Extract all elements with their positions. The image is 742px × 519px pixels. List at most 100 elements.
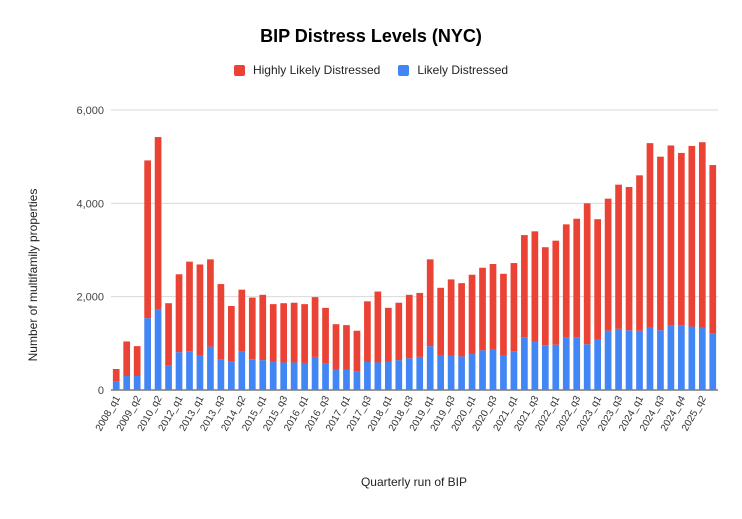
bar-likely-distressed xyxy=(364,362,371,390)
bar-likely-distressed xyxy=(479,350,486,390)
bar-highly-likely-distressed xyxy=(531,231,539,341)
bar-likely-distressed xyxy=(133,376,141,390)
bar-highly-likely-distressed xyxy=(698,142,706,328)
bar-highly-likely-distressed xyxy=(290,302,298,363)
bar-highly-likely-distressed xyxy=(165,303,172,366)
bar-likely-distressed xyxy=(311,356,319,390)
bar-highly-likely-distressed xyxy=(500,273,507,356)
bar-highly-likely-distressed xyxy=(468,274,476,355)
bar-highly-likely-distressed xyxy=(301,304,308,363)
bar-likely-distressed xyxy=(290,362,298,390)
bar-highly-likely-distressed xyxy=(248,297,256,360)
bar-likely-distressed xyxy=(269,361,277,390)
bar-likely-distressed xyxy=(322,363,329,390)
bar-likely-distressed xyxy=(186,351,193,390)
bar-highly-likely-distressed xyxy=(186,261,193,352)
bar-highly-likely-distressed xyxy=(437,287,445,355)
bar-highly-likely-distressed xyxy=(657,156,664,331)
bar-highly-likely-distressed xyxy=(280,303,288,363)
bar-highly-likely-distressed xyxy=(416,292,424,357)
bar-highly-likely-distressed xyxy=(133,346,141,376)
bar-likely-distressed xyxy=(353,371,361,390)
bar-likely-distressed xyxy=(228,361,235,390)
bar-likely-distressed xyxy=(500,355,507,390)
bar-highly-likely-distressed xyxy=(196,264,204,355)
bar-likely-distressed xyxy=(583,344,591,390)
bar-likely-distressed xyxy=(259,360,267,390)
bar-highly-likely-distressed xyxy=(678,152,685,326)
bar-likely-distressed xyxy=(657,330,664,390)
bar-likely-distressed xyxy=(510,351,518,390)
bar-highly-likely-distressed xyxy=(228,306,235,362)
bar-highly-likely-distressed xyxy=(217,284,225,360)
bar-highly-likely-distressed xyxy=(458,283,465,357)
y-tick-label: 2,000 xyxy=(76,292,104,304)
bar-highly-likely-distressed xyxy=(573,218,581,338)
bar-highly-likely-distressed xyxy=(594,219,601,340)
chart-title: BIP Distress Levels (NYC) xyxy=(260,26,482,46)
legend-item-likely[interactable]: Likely Distressed xyxy=(398,63,508,77)
bar-highly-likely-distressed xyxy=(384,307,392,362)
bar-highly-likely-distressed xyxy=(636,175,643,331)
bar-highly-likely-distressed xyxy=(552,240,560,345)
bar-highly-likely-distressed xyxy=(175,274,183,353)
bar-likely-distressed xyxy=(301,362,308,390)
bar-highly-likely-distressed xyxy=(238,289,246,352)
bar-highly-likely-distressed xyxy=(479,267,486,351)
bar-highly-likely-distressed xyxy=(510,263,518,352)
legend-swatch-highly-likely xyxy=(233,64,245,76)
bar-likely-distressed xyxy=(426,346,434,390)
bar-highly-likely-distressed xyxy=(144,160,151,319)
bar-likely-distressed xyxy=(332,369,340,390)
bar-likely-distressed xyxy=(678,325,685,390)
bar-highly-likely-distressed xyxy=(583,203,591,345)
bar-highly-likely-distressed xyxy=(615,184,622,329)
bar-likely-distressed xyxy=(615,328,622,390)
bar-likely-distressed xyxy=(688,326,696,390)
bar-likely-distressed xyxy=(468,354,476,390)
bar-likely-distressed xyxy=(374,362,382,390)
bar-likely-distressed xyxy=(112,381,120,390)
bar-likely-distressed xyxy=(405,358,413,390)
bar-highly-likely-distressed xyxy=(405,294,413,359)
bar-highly-likely-distressed xyxy=(541,247,549,346)
bar-highly-likely-distressed xyxy=(374,291,382,363)
bar-highly-likely-distressed xyxy=(269,304,277,362)
bar-likely-distressed xyxy=(625,330,633,390)
legend-item-highly-likely[interactable]: Highly Likely Distressed xyxy=(233,63,381,77)
bar-highly-likely-distressed xyxy=(112,369,120,382)
bar-likely-distressed xyxy=(207,346,214,390)
bar-highly-likely-distressed xyxy=(489,264,497,350)
bar-likely-distressed xyxy=(698,327,706,390)
bar-likely-distressed xyxy=(217,359,225,390)
bar-likely-distressed xyxy=(447,355,455,390)
y-tick-label: 4,000 xyxy=(76,198,104,210)
bar-likely-distressed xyxy=(238,351,246,390)
bar-highly-likely-distressed xyxy=(426,259,434,347)
bar-highly-likely-distressed xyxy=(343,325,350,370)
bar-highly-likely-distressed xyxy=(604,198,612,331)
bar-likely-distressed xyxy=(395,360,403,390)
bar-likely-distressed xyxy=(562,337,570,390)
bar-likely-distressed xyxy=(667,325,675,390)
bar-likely-distressed xyxy=(646,327,654,390)
bar-likely-distressed xyxy=(552,344,560,390)
bar-likely-distressed xyxy=(165,365,172,390)
bar-likely-distressed xyxy=(521,337,528,390)
legend: Highly Likely Distressed Likely Distress… xyxy=(0,63,742,77)
bar-highly-likely-distressed xyxy=(353,330,361,372)
bar-highly-likely-distressed xyxy=(447,279,455,356)
bar-likely-distressed xyxy=(594,339,601,390)
legend-swatch-likely xyxy=(398,64,410,76)
bar-likely-distressed xyxy=(280,362,288,390)
bar-likely-distressed xyxy=(573,337,581,390)
bar-highly-likely-distressed xyxy=(364,301,371,362)
bar-likely-distressed xyxy=(196,355,204,390)
legend-label-highly-likely: Highly Likely Distressed xyxy=(252,63,381,77)
bar-likely-distressed xyxy=(248,359,256,390)
bar-highly-likely-distressed xyxy=(322,307,329,364)
bar-highly-likely-distressed xyxy=(332,324,340,369)
bar-highly-likely-distressed xyxy=(123,341,131,376)
bar-highly-likely-distressed xyxy=(395,302,403,361)
